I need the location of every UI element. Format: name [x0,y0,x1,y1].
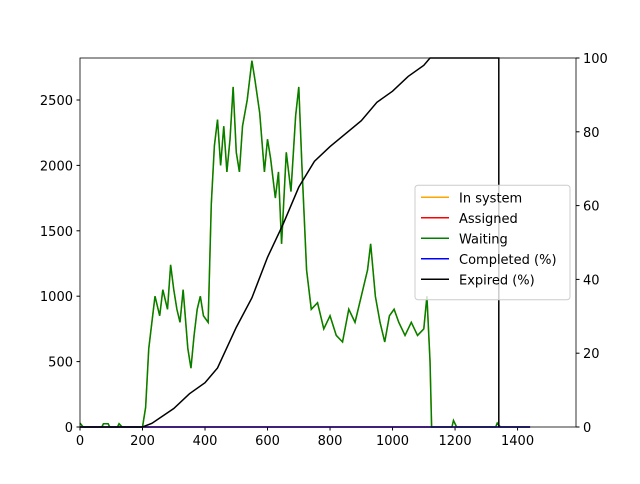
legend-label: In system [459,191,522,206]
x-tick-label: 1000 [376,434,409,449]
y-tick-label: 500 [48,356,73,371]
x-tick-label: 600 [255,434,280,449]
y2-tick-label: 40 [583,273,600,288]
y2-tick-label: 80 [583,126,600,141]
legend-label: Completed (%) [459,253,557,268]
series-line [80,57,500,428]
legend-label: Assigned [459,212,518,227]
x-tick-label: 200 [130,434,155,449]
x-tick-label: 1200 [439,434,472,449]
x-tick-label: 400 [193,434,218,449]
legend: In system Assigned Waiting Completed (%) Exp… [414,184,571,301]
y2-tick-label: 100 [583,52,608,67]
y2-tick-label: 20 [583,347,600,362]
y-tick-label: 2500 [40,94,73,109]
series-line [79,60,531,428]
legend-label: Waiting [459,232,508,247]
y2-tick-label: 60 [583,200,600,215]
y-tick-label: 0 [65,421,73,436]
y-tick-label: 2000 [40,159,73,174]
y-tick-label: 1000 [40,290,73,305]
plot-frame [79,57,577,428]
legend-label: Expired (%) [459,273,535,288]
x-tick-label: 1400 [501,434,534,449]
x-tick-label: 800 [318,434,343,449]
y-tick-label: 1500 [40,225,73,240]
legend-box [414,184,571,301]
y2-tick-label: 0 [583,421,591,436]
x-tick-label: 0 [76,434,84,449]
